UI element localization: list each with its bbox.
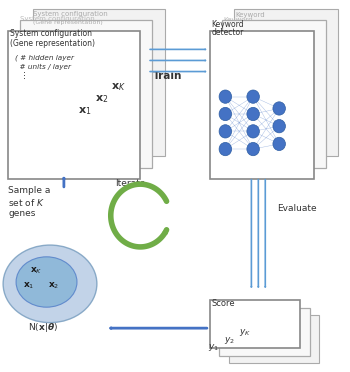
Text: ( # hidden layer: ( # hidden layer (15, 54, 74, 61)
Text: Score: Score (211, 299, 235, 308)
Text: $y_2$: $y_2$ (224, 335, 235, 346)
Ellipse shape (16, 257, 77, 307)
Text: Keyword: Keyword (223, 17, 253, 23)
Text: (Gene representation): (Gene representation) (33, 20, 103, 25)
Text: Score: Score (220, 316, 240, 322)
Text: $\mathbf{x}_1$: $\mathbf{x}_1$ (23, 280, 35, 291)
FancyBboxPatch shape (210, 31, 314, 179)
Text: System configuration: System configuration (10, 29, 92, 38)
Text: $\mathbf{x}_K$: $\mathbf{x}_K$ (111, 81, 126, 93)
Ellipse shape (3, 245, 97, 323)
Text: System configuration: System configuration (21, 16, 95, 22)
Text: Keyword: Keyword (211, 20, 244, 29)
Text: System configuration: System configuration (33, 11, 107, 17)
Circle shape (247, 108, 259, 121)
FancyBboxPatch shape (229, 315, 320, 363)
Circle shape (273, 102, 285, 115)
Text: Iterate: Iterate (115, 179, 145, 187)
Text: # units / layer: # units / layer (15, 64, 71, 70)
Text: Sample a
set of $K$
genes: Sample a set of $K$ genes (8, 186, 51, 218)
FancyBboxPatch shape (8, 31, 140, 179)
Text: ⋮: ⋮ (15, 71, 28, 80)
Text: detector: detector (211, 28, 244, 37)
Text: N($\mathbf{x}|\boldsymbol{\theta}$): N($\mathbf{x}|\boldsymbol{\theta}$) (28, 321, 58, 334)
FancyBboxPatch shape (219, 308, 310, 356)
FancyBboxPatch shape (33, 9, 164, 157)
Text: Score: Score (230, 329, 249, 335)
Circle shape (247, 142, 259, 156)
FancyBboxPatch shape (234, 9, 338, 157)
Text: (Gene representation): (Gene representation) (10, 39, 95, 48)
Text: $y_K$: $y_K$ (239, 327, 251, 339)
FancyBboxPatch shape (210, 301, 300, 349)
Circle shape (247, 90, 259, 103)
FancyBboxPatch shape (222, 20, 326, 167)
Circle shape (219, 108, 232, 121)
Circle shape (273, 119, 285, 133)
Text: Evaluate: Evaluate (277, 205, 316, 214)
Text: Keyword: Keyword (236, 12, 265, 18)
Circle shape (219, 142, 232, 156)
Circle shape (219, 125, 232, 138)
Text: (...tion): (...tion) (21, 24, 43, 29)
Text: Train: Train (153, 71, 183, 81)
Circle shape (247, 125, 259, 138)
Text: $\mathbf{x}_2$: $\mathbf{x}_2$ (95, 93, 108, 105)
Text: $\mathbf{x}_2$: $\mathbf{x}_2$ (48, 280, 59, 291)
Circle shape (273, 137, 285, 151)
Circle shape (219, 90, 232, 103)
Text: $\mathbf{x}_K$: $\mathbf{x}_K$ (30, 266, 42, 276)
Text: $\mathbf{x}_1$: $\mathbf{x}_1$ (78, 105, 91, 117)
FancyBboxPatch shape (21, 20, 153, 167)
Text: $y_1$: $y_1$ (208, 342, 219, 353)
